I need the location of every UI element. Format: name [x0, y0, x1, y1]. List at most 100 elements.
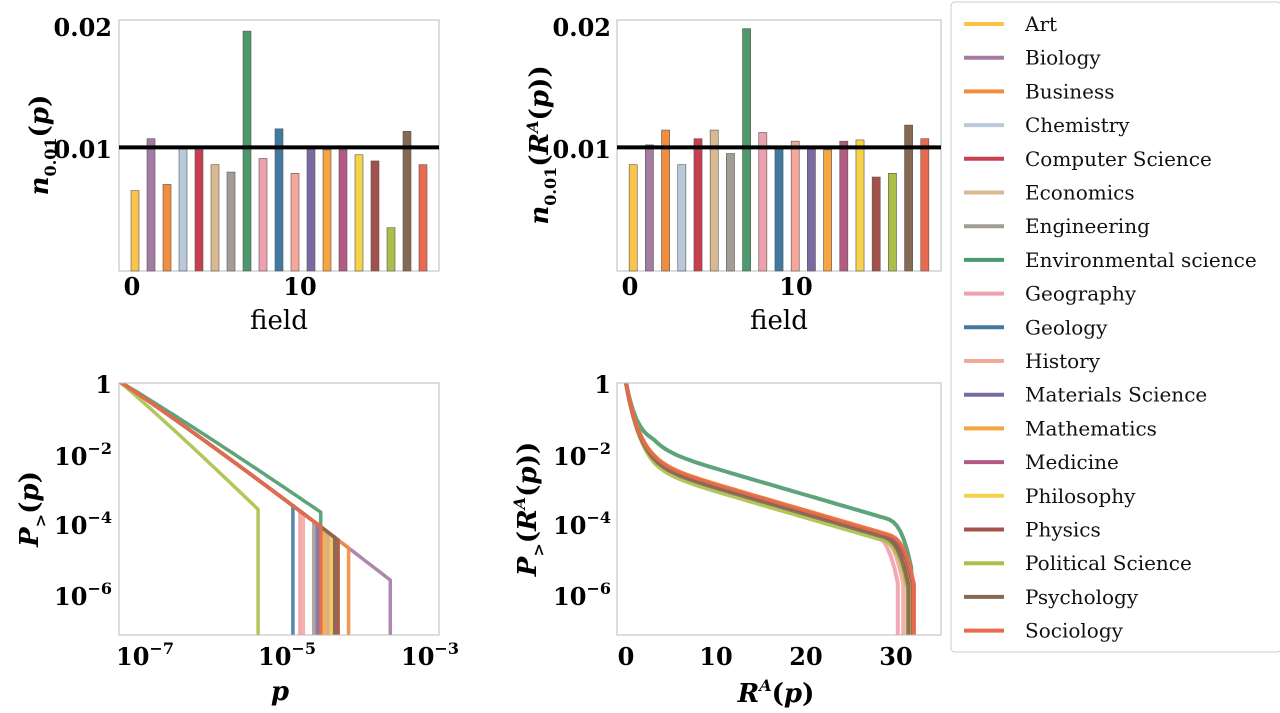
- x-axis-label: field: [750, 306, 808, 336]
- y-tick-label: 0.01: [553, 135, 611, 164]
- series-line-computer-science: [119, 383, 330, 635]
- x-tick-label: 0: [622, 272, 639, 301]
- series-line-physics: [624, 383, 916, 635]
- bar-biology: [645, 144, 654, 272]
- bar-economics: [210, 164, 220, 272]
- series-line-political-science: [624, 383, 910, 635]
- panel-bar-ra: 0.02 0.01 0 10 field n0.01(RA(p)): [523, 13, 942, 336]
- legend-label-computer-science: Computer Science: [1025, 147, 1212, 171]
- bar-sociology: [418, 164, 428, 272]
- bar-economics: [709, 129, 719, 272]
- y-tick-label: 10−4: [54, 508, 112, 540]
- x-tick-label: 30: [879, 642, 912, 671]
- legend-label-political-science: Political Science: [1025, 551, 1192, 575]
- x-axis-label: field: [250, 306, 308, 336]
- series-line-philosophy: [119, 383, 340, 635]
- bar-computer-science: [194, 149, 204, 272]
- series-lines: [624, 383, 916, 635]
- legend: Art Biology Business Chemistry Computer Scie…: [950, 1, 1280, 653]
- panel-bar-p: 0.02 0.01 0 10 field n0.01(p): [25, 13, 440, 336]
- panel-ccdf-p: 1 10−2 10−4 10−6 10−7 10−5 10−3 p P>(p): [15, 370, 459, 707]
- series-line-psychology: [624, 383, 911, 635]
- x-tick-label: 10−7: [116, 639, 174, 671]
- x-tick-label: 10−3: [401, 639, 459, 671]
- bar-political-science: [888, 173, 897, 272]
- y-tick-label: 1: [95, 370, 112, 399]
- panel-ccdf-ra: 1 10−2 10−4 10−6 0 10 20 30 RA(p) P>(RA(p)): [510, 370, 942, 709]
- legend-label-engineering: Engineering: [1025, 214, 1150, 238]
- x-tick-label: 0: [124, 272, 141, 301]
- y-tick-label: 10−4: [553, 508, 611, 540]
- series-line-environmental-science: [624, 383, 914, 635]
- legend-box: [950, 1, 1280, 653]
- x-axis-label: RA(p): [737, 676, 815, 709]
- bar-philosophy: [354, 154, 364, 272]
- bar-geography: [758, 132, 768, 272]
- bar-materials-science: [306, 147, 316, 272]
- legend-label-chemistry: Chemistry: [1025, 113, 1130, 137]
- x-tick-label: 10: [699, 642, 732, 671]
- y-axis-label: n0.01(RA(p)): [523, 65, 560, 224]
- y-tick-label: 0.02: [553, 13, 611, 42]
- series-line-physics: [119, 383, 340, 635]
- bar-geography: [258, 158, 268, 272]
- legend-items: Art Biology Business Chemistry Computer Scie…: [964, 12, 1257, 643]
- bar-computer-science: [693, 138, 703, 272]
- legend-label-environmental-science: Environmental science: [1025, 248, 1257, 272]
- bar-sociology: [920, 138, 930, 272]
- series-line-history: [119, 383, 306, 635]
- legend-label-psychology: Psychology: [1025, 585, 1139, 609]
- y-tick-label: 10−2: [553, 439, 611, 471]
- bar-chemistry: [178, 145, 188, 272]
- bar-political-science: [386, 227, 396, 272]
- y-tick-label: 0.02: [54, 13, 112, 42]
- bar-biology: [146, 138, 156, 272]
- y-tick-label: 10−6: [54, 579, 112, 611]
- plot-frame: [616, 382, 942, 636]
- bar-geology: [274, 128, 284, 272]
- bar-materials-science: [807, 147, 816, 272]
- x-tick-label: 20: [789, 642, 822, 671]
- legend-label-history: History: [1025, 349, 1101, 373]
- bar-history: [290, 173, 300, 272]
- legend-label-materials-science: Materials Science: [1025, 383, 1207, 407]
- x-tick-labels: 0 10 20 30: [618, 642, 913, 671]
- bar-geology: [774, 145, 784, 272]
- series-line-chemistry: [119, 383, 323, 635]
- bar-physics: [871, 176, 881, 272]
- series-line-sociology: [624, 383, 916, 635]
- series-line-geology: [119, 383, 295, 635]
- legend-label-business: Business: [1025, 79, 1114, 103]
- plot-frame: [118, 382, 440, 636]
- series-line-sociology: [119, 383, 323, 635]
- bar-physics: [370, 160, 380, 272]
- series-lines: [119, 383, 393, 635]
- bar-business: [162, 184, 172, 272]
- legend-label-physics: Physics: [1025, 518, 1101, 542]
- bar-art: [130, 190, 140, 272]
- series-line-environmental-science: [119, 383, 323, 635]
- legend-label-geography: Geography: [1025, 282, 1137, 306]
- y-tick-label: 0.01: [54, 135, 112, 164]
- x-axis-label: p: [271, 677, 289, 707]
- x-tick-label: 10: [779, 272, 812, 301]
- legend-label-mathematics: Mathematics: [1025, 416, 1157, 440]
- bar-environmental-science: [742, 28, 751, 272]
- y-tick-label: 1: [594, 370, 611, 399]
- y-tick-label: 10−2: [54, 439, 112, 471]
- bar-psychology: [904, 124, 913, 272]
- x-tick-label: 0: [618, 642, 635, 671]
- legend-label-philosophy: Philosophy: [1025, 484, 1136, 508]
- bar-business: [661, 129, 670, 272]
- bar-history: [790, 140, 800, 272]
- bar-psychology: [402, 130, 412, 272]
- legend-label-sociology: Sociology: [1025, 619, 1124, 643]
- series-line-political-science: [119, 383, 260, 635]
- bar-environmental-science: [242, 30, 252, 272]
- legend-label-biology: Biology: [1025, 46, 1101, 70]
- legend-label-economics: Economics: [1025, 181, 1135, 205]
- bar-medicine: [338, 149, 348, 272]
- bar-engineering: [726, 153, 735, 272]
- bars: [130, 30, 428, 272]
- series-line-economics: [119, 383, 330, 635]
